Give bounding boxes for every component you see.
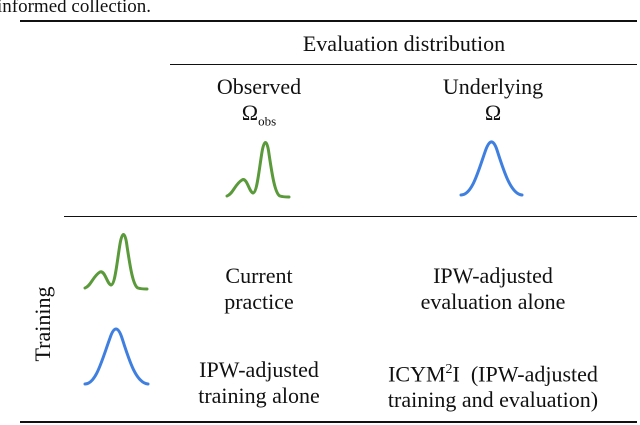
training-row-label: Training (30, 286, 55, 362)
cell-icym2i: ICYM2I (IPW-adjusted training and evalua… (387, 361, 599, 413)
underlying-distribution-icon (83, 327, 150, 386)
column-underlying-symbol: Ω (484, 100, 502, 125)
cell-ipw-training: IPW-adjusted training alone (198, 357, 320, 408)
middle-rule (64, 216, 637, 217)
cell-ipw-evaluation: IPW-adjusted evaluation alone (420, 263, 566, 314)
column-observed-symbol: Ωobs (241, 100, 277, 129)
observed-distribution-icon (83, 233, 149, 291)
header-rule (170, 64, 637, 65)
top-rule (20, 20, 637, 22)
observed-distribution-icon (225, 141, 291, 199)
column-underlying-name: Underlying (442, 74, 544, 99)
evaluation-header: Evaluation distribution (302, 31, 506, 56)
column-observed-name: Observed (216, 74, 302, 99)
caption-fragment: informed collection. (0, 0, 152, 17)
bottom-rule (20, 421, 637, 423)
underlying-distribution-icon (459, 140, 524, 197)
cell-current-practice: Current practice (224, 263, 294, 314)
